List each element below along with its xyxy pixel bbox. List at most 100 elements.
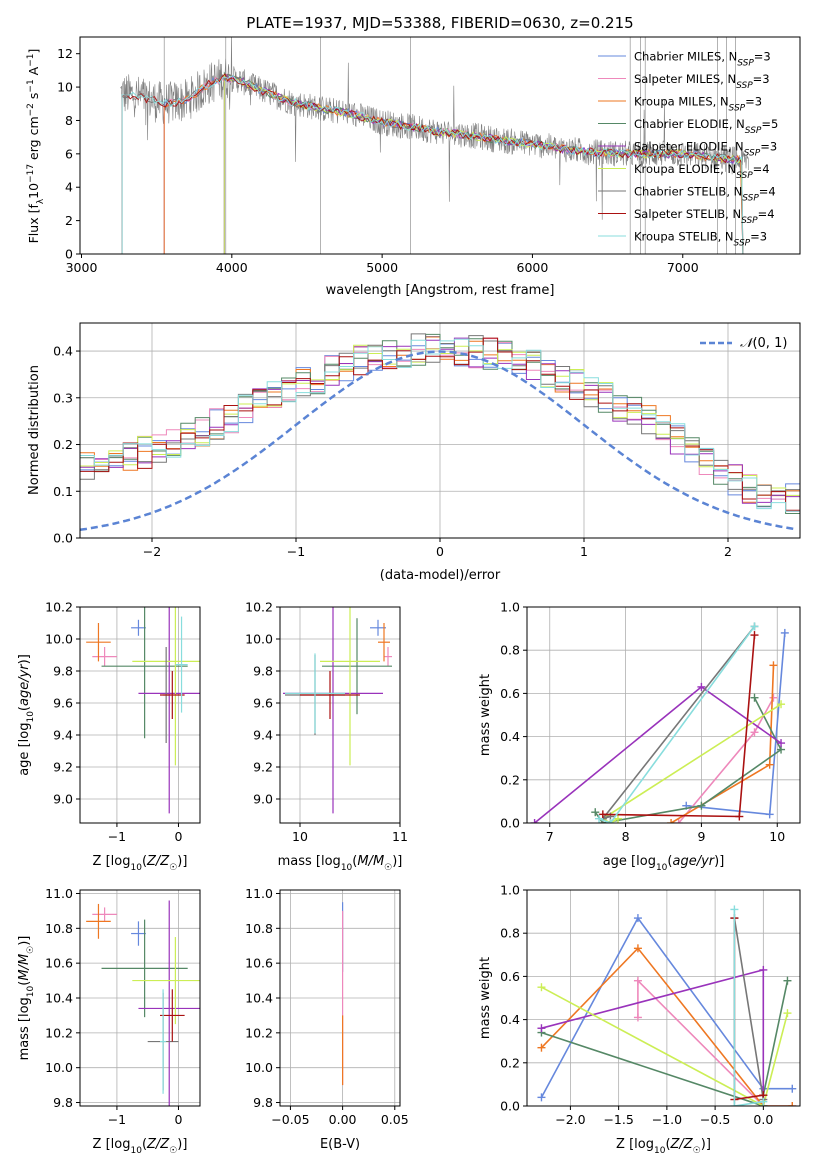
plus-marker [783, 976, 792, 985]
label-part: −2 [26, 103, 36, 116]
plus-marker [633, 914, 642, 923]
label-part: M/M [17, 954, 32, 981]
label-part: SSP [736, 171, 753, 181]
label-part: Z/Z [146, 1137, 170, 1152]
plus-marker [614, 814, 622, 823]
y-tick-label: 0.4 [500, 729, 520, 744]
label-part: −1 [26, 54, 36, 67]
weight-line-4 [541, 968, 765, 1106]
x-tick-label: −0.05 [271, 1112, 309, 1127]
label-part: −1 [26, 79, 36, 92]
model-line-8 [121, 74, 744, 254]
label-part: Z/Z [146, 854, 170, 869]
y-tick-label: 1.0 [500, 883, 520, 898]
plus-marker [595, 814, 604, 823]
hist-step-8 [80, 338, 800, 512]
x-tick-label: 0 [436, 544, 444, 559]
weight-line-8 [733, 909, 764, 1106]
x-tick-label: −1.0 [652, 1112, 682, 1127]
errorbar-point [101, 919, 188, 1018]
label-part: −17 [26, 164, 36, 183]
label-part: λ [36, 198, 46, 204]
x-tick-label: 9 [697, 829, 705, 844]
plus-marker [765, 810, 774, 819]
y-axis-label: Normed distribution [27, 365, 42, 495]
y-tick-label: 1.0 [500, 600, 520, 615]
y-tick-label: 10.4 [45, 991, 73, 1006]
errorbar-point [160, 989, 185, 1042]
axes-weight_vs_Z: −2.0 −1.5 −1.0 −0.5 0.0 0.0 0.2 0.4 0.6 0.8 1.0 Z [… [478, 883, 801, 1156]
x-tick-label: 2 [724, 544, 732, 559]
plus-marker [769, 693, 778, 702]
plot-area [537, 905, 797, 1106]
label-part: Salpeter ELODIE, N [634, 140, 744, 154]
y-tick-label: 10.0 [45, 632, 73, 647]
legend: 𝒩(0, 1) [700, 336, 787, 351]
plus-marker [537, 983, 546, 992]
label-part: Kroupa MILES, N [634, 95, 729, 109]
y-axis-label: age [log10(age/yr)] [17, 654, 36, 776]
label-part: mass [log [278, 854, 341, 869]
y-tick-label: 0.0 [500, 816, 520, 831]
y-tick-label: 0 [65, 247, 73, 262]
label-part: age [log [17, 723, 32, 776]
legend-entry: Salpeter STELIB, NSSP=4 [634, 207, 775, 226]
y-tick-label: 0.0 [500, 1099, 520, 1114]
y-tick-label: 0.2 [53, 437, 73, 452]
y-tick-label: 10.0 [45, 1060, 73, 1075]
errorbar-point [384, 647, 392, 667]
y-axis-label: mass weight [478, 674, 493, 756]
label-part: Z/Z [670, 1137, 694, 1152]
x-tick-label: −1 [108, 1112, 126, 1127]
plus-marker [633, 1013, 642, 1022]
plus-marker [633, 976, 642, 985]
normal-reference-curve [80, 350, 798, 532]
plus-marker [537, 1093, 546, 1102]
plot-area [86, 607, 200, 814]
label-part: =3 [760, 140, 777, 154]
y-tick-label: 9.4 [53, 728, 73, 743]
figure-title: PLATE=1937, MJD=53388, FIBERID=0630, z=0… [246, 14, 633, 32]
axes-frame [79, 606, 201, 824]
label-part: Flux [f [26, 204, 41, 244]
label-part: =5 [761, 117, 778, 131]
label-part: SSP [736, 81, 753, 91]
y-tick-label: 10.8 [245, 921, 273, 936]
label-part: A [26, 66, 41, 79]
legend-entry: Chabrier ELODIE, NSSP=5 [634, 117, 778, 136]
x-axis-label: Z [log10(Z/Z☉)] [93, 854, 188, 873]
x-tick-label: 11 [392, 829, 408, 844]
axes-spectrum: 3000 4000 5000 6000 7000 0 2 4 6 8 10 12 wavelength … [26, 36, 801, 298]
x-tick-label: 5000 [366, 260, 398, 275]
legend-entry: Chabrier STELIB, NSSP=4 [634, 185, 776, 204]
label-part: SSP [734, 239, 751, 249]
x-tick-label: −0.5 [700, 1112, 730, 1127]
y-tick-label: 6 [65, 146, 73, 161]
label-part: )] [17, 936, 32, 946]
y-tick-label: 9.8 [53, 664, 73, 679]
plus-marker [769, 661, 778, 670]
label-part: Salpeter STELIB, N [634, 207, 741, 221]
y-tick-label: 10.2 [45, 600, 73, 615]
x-tick-label: 0 [174, 1112, 182, 1127]
y-tick-label: 9.2 [253, 760, 273, 775]
label-part: Kroupa STELIB, N [634, 230, 734, 244]
x-axis-label: Z [log10(Z/Z☉)] [93, 1137, 188, 1156]
label-part: Salpeter MILES, N [634, 72, 736, 86]
errorbar-point [132, 937, 200, 1025]
plus-marker [759, 1097, 768, 1106]
x-tick-label: −2 [143, 544, 161, 559]
label-part: E(B-V) [320, 1137, 360, 1152]
label-part: Z [log [616, 1137, 654, 1152]
plus-marker [697, 801, 706, 810]
y-tick-label: 9.0 [253, 792, 273, 807]
y-axis-label: Flux [fλ10−17 erg cm−2 s−1 A−1] [26, 49, 46, 244]
errorbar-point [160, 671, 185, 719]
y-tick-label: 10.0 [245, 1060, 273, 1075]
y-tick-label: 0.4 [53, 344, 73, 359]
label-part: )] [177, 854, 187, 869]
errorbar-point [378, 623, 390, 662]
legend-entry: 𝒩(0, 1) [740, 336, 787, 351]
label-part: )] [392, 854, 402, 869]
